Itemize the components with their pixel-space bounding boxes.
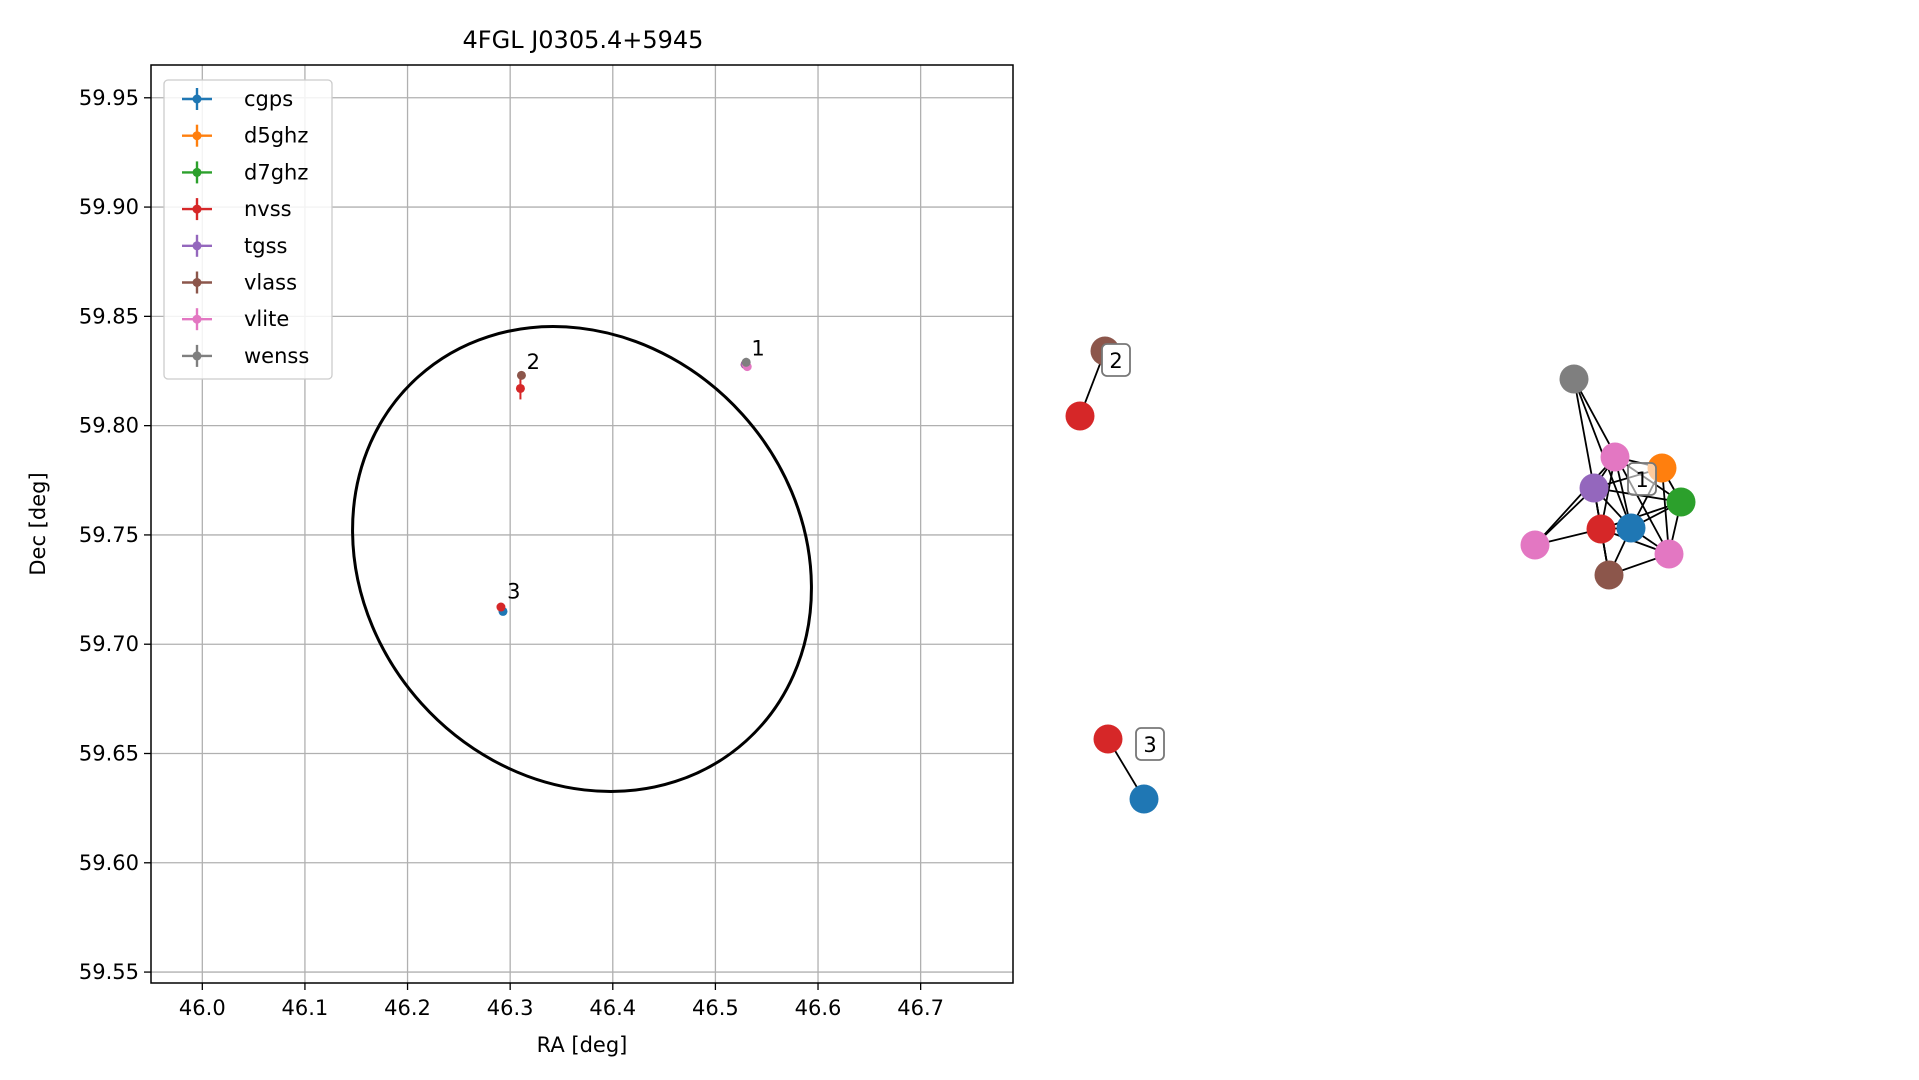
network-node-nvss <box>1065 401 1095 431</box>
group-label-3: 3 <box>1143 733 1156 757</box>
legend-label-tgss: tgss <box>244 234 287 258</box>
group-label-box <box>1135 727 1165 761</box>
y-tick-label: 59.90 <box>79 195 139 219</box>
legend-marker-dot <box>192 241 202 251</box>
x-axis-label: RA [deg] <box>537 1033 628 1057</box>
network-node-cgps <box>1129 784 1159 814</box>
legend-marker-dot <box>192 94 202 104</box>
group-label-2: 2 <box>1109 349 1122 373</box>
network-edge <box>1534 456 1616 546</box>
y-tick-label: 59.95 <box>79 86 139 110</box>
group-label-1: 1 <box>1635 468 1648 492</box>
legend-marker-dot <box>192 167 202 177</box>
data-point-wenss <box>741 357 751 367</box>
data-points <box>496 357 752 616</box>
network-graph: 1 2 3 <box>1065 336 1696 814</box>
data-point-nvss <box>496 602 506 612</box>
data-point-nvss <box>515 383 525 393</box>
network-group-labels: 1 2 3 <box>1101 343 1657 761</box>
x-tick-label: 46.4 <box>589 996 636 1020</box>
legend-marker-dot <box>192 204 202 214</box>
plot-frame <box>150 64 1014 984</box>
network-edge <box>1573 378 1595 489</box>
y-tick-label: 59.70 <box>79 632 139 656</box>
x-tick-label: 46.7 <box>897 996 944 1020</box>
network-node-d7ghz <box>1666 487 1696 517</box>
x-tick-label: 46.6 <box>795 996 842 1020</box>
chart-title: 4FGL J0305.4+5945 <box>463 26 704 54</box>
network-node-vlite <box>1654 539 1684 569</box>
x-tick-label: 46.3 <box>487 996 534 1020</box>
network-node-vlass <box>1594 560 1624 590</box>
y-axis-ticks: 59.55 59.60 59.65 59.70 59.75 59.80 59.85 59.90… <box>79 86 151 984</box>
point-annotation-1: 1 <box>751 337 764 361</box>
network-node-vlite <box>1600 442 1630 472</box>
legend-marker-dot <box>192 278 202 287</box>
point-annotation-2: 2 <box>527 350 540 374</box>
legend-marker-dot <box>192 131 202 141</box>
network-node-vlite <box>1520 530 1550 560</box>
group-label-box <box>1627 462 1657 496</box>
y-tick-label: 59.65 <box>79 742 139 766</box>
group-label-box <box>1101 343 1131 377</box>
localization-ellipse <box>351 325 813 793</box>
legend-label-cgps: cgps <box>244 87 293 111</box>
y-axis-label: Dec [deg] <box>26 472 50 575</box>
network-node-tgss <box>1579 473 1609 503</box>
y-tick-label: 59.80 <box>79 414 139 438</box>
x-tick-label: 46.1 <box>282 996 329 1020</box>
y-tick-label: 59.55 <box>79 960 139 984</box>
x-tick-label: 46.2 <box>384 996 431 1020</box>
legend-label-d7ghz: d7ghz <box>244 160 308 184</box>
network-node-wenss <box>1559 364 1589 394</box>
legend: cgps d5ghz d7ghz nvss tgss vlass vlite wenss <box>163 79 333 380</box>
legend-label-vlite: vlite <box>244 307 289 331</box>
legend-label-nvss: nvss <box>244 197 292 221</box>
legend-marker-dot <box>192 314 202 324</box>
point-annotation-3: 3 <box>507 579 520 603</box>
point-annotations: 1 2 3 <box>507 337 765 604</box>
y-tick-label: 59.60 <box>79 851 139 875</box>
legend-label-vlass: vlass <box>244 271 297 295</box>
network-nodes <box>1065 336 1696 814</box>
network-node-nvss <box>1586 514 1616 544</box>
x-tick-label: 46.0 <box>179 996 226 1020</box>
x-tick-label: 46.5 <box>692 996 739 1020</box>
grid <box>151 65 1013 983</box>
legend-label-wenss: wenss <box>244 344 309 368</box>
legend-frame <box>163 79 333 380</box>
y-tick-label: 59.85 <box>79 304 139 328</box>
network-node-cgps <box>1616 513 1646 543</box>
y-tick-label: 59.75 <box>79 523 139 547</box>
data-point-vlass <box>516 370 526 380</box>
legend-marker-dot <box>192 351 202 361</box>
network-node-nvss <box>1093 724 1123 754</box>
x-axis-ticks: 46.0 46.1 46.2 46.3 46.4 46.5 46.6 46.7 <box>179 983 944 1020</box>
legend-label-d5ghz: d5ghz <box>244 124 308 148</box>
